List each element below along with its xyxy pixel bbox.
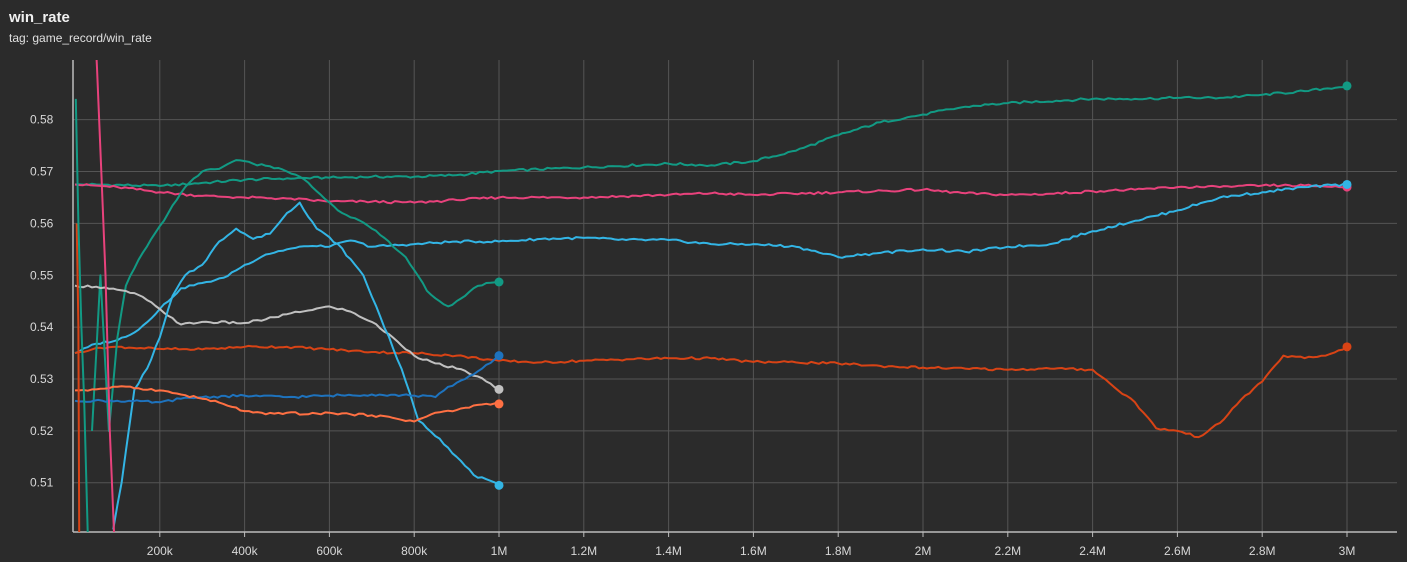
x-tick-label: 2.4M [1079,544,1106,558]
series-line[interactable] [74,84,1348,188]
series-end-point[interactable] [1342,179,1352,189]
x-tick-label: 2.2M [994,544,1021,558]
series-end-point[interactable] [494,351,504,361]
x-tick-label: 2M [915,544,932,558]
x-tick-label: 800k [401,544,428,558]
series-end-point[interactable] [494,277,504,287]
x-tick-label: 200k [147,544,174,558]
y-tick-label: 0.53 [30,372,54,386]
series-line[interactable] [74,98,89,532]
chart-title: win_rate [9,9,70,26]
x-tick-label: 1.6M [740,544,767,558]
tick-labels: 0.51 0.52 0.53 0.54 0.55 0.56 0.57 0.58 200k 400k… [30,113,1355,558]
series-line[interactable] [91,159,500,432]
x-tick-label: 2.6M [1164,544,1191,558]
x-tick-label: 1M [491,544,508,558]
y-tick-label: 0.56 [30,216,54,230]
y-tick-label: 0.51 [30,476,54,490]
chart-subtitle: tag: game_record/win_rate [9,31,152,45]
series-line[interactable] [75,385,500,423]
y-tick-label: 0.55 [30,268,54,282]
series-line[interactable] [74,183,1348,355]
x-tick-label: 600k [316,544,343,558]
y-tick-label: 0.52 [30,424,54,438]
series-line[interactable] [74,344,1348,439]
series-end-point[interactable] [494,384,504,394]
x-tick-label: 1.2M [570,544,597,558]
series-end-point[interactable] [1342,342,1352,352]
x-tick-label: 2.8M [1249,544,1276,558]
y-tick-label: 0.54 [30,320,54,334]
x-tick-label: 1.8M [825,544,852,558]
chart-axes [72,60,1397,537]
series-line[interactable] [74,183,1348,205]
series-line[interactable] [75,223,81,532]
y-tick-label: 0.57 [30,165,54,179]
y-tick-label: 0.58 [30,113,54,127]
x-tick-label: 400k [232,544,259,558]
chart-series [74,0,1352,532]
series-line[interactable] [74,354,500,404]
series-line[interactable] [112,201,500,530]
series-end-point[interactable] [1342,81,1352,91]
x-tick-label: 1.4M [655,544,682,558]
series-end-point[interactable] [494,399,504,409]
x-tick-label: 3M [1339,544,1356,558]
chart-grid [73,60,1397,532]
series-line[interactable] [92,0,115,532]
series-line[interactable] [74,284,500,391]
series-end-point[interactable] [494,480,504,490]
